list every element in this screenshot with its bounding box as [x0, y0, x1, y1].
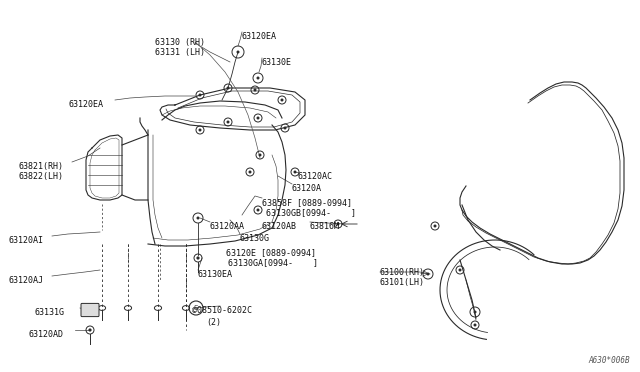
- Circle shape: [198, 128, 202, 131]
- Text: 63120E [0889-0994]: 63120E [0889-0994]: [226, 248, 316, 257]
- Text: (2): (2): [206, 318, 221, 327]
- Circle shape: [280, 99, 284, 102]
- Circle shape: [458, 269, 461, 272]
- Text: 63120AB: 63120AB: [262, 222, 297, 231]
- Circle shape: [253, 89, 257, 92]
- Circle shape: [196, 217, 200, 219]
- Text: 63120AA: 63120AA: [210, 222, 245, 231]
- Circle shape: [257, 77, 259, 80]
- Text: S: S: [194, 305, 198, 311]
- Circle shape: [257, 116, 259, 119]
- Text: 63130 (RH): 63130 (RH): [155, 38, 205, 47]
- Text: 63120AI: 63120AI: [8, 236, 43, 245]
- Circle shape: [227, 121, 230, 124]
- Text: 63130G: 63130G: [240, 234, 270, 243]
- Circle shape: [196, 256, 200, 260]
- Circle shape: [227, 87, 230, 90]
- Text: 63120EA: 63120EA: [242, 32, 277, 41]
- Circle shape: [198, 93, 202, 96]
- Circle shape: [237, 51, 239, 54]
- Circle shape: [294, 170, 296, 173]
- Circle shape: [257, 208, 259, 212]
- Text: 63130EA: 63130EA: [198, 270, 233, 279]
- Text: 63131G: 63131G: [34, 308, 64, 317]
- Text: ©08510-6202C: ©08510-6202C: [192, 306, 252, 315]
- Circle shape: [433, 224, 436, 228]
- Text: 63120AD: 63120AD: [28, 330, 63, 339]
- Circle shape: [474, 324, 477, 327]
- Text: 63130E: 63130E: [262, 58, 292, 67]
- Text: 63100(RH): 63100(RH): [380, 268, 425, 277]
- Text: 63822(LH): 63822(LH): [18, 172, 63, 181]
- Text: 63130GB[0994-    ]: 63130GB[0994- ]: [266, 208, 356, 217]
- Text: A630*006B: A630*006B: [588, 356, 630, 365]
- Text: 63816M: 63816M: [310, 222, 340, 231]
- Text: 63120AJ: 63120AJ: [8, 276, 43, 285]
- Text: 63130GA[0994-    ]: 63130GA[0994- ]: [228, 258, 318, 267]
- Text: 63101(LH): 63101(LH): [380, 278, 425, 287]
- FancyBboxPatch shape: [81, 304, 99, 317]
- Text: 63120A: 63120A: [292, 184, 322, 193]
- Text: 63120EA: 63120EA: [68, 100, 103, 109]
- Circle shape: [88, 328, 92, 331]
- Circle shape: [259, 154, 262, 157]
- Text: 63131 (LH): 63131 (LH): [155, 48, 205, 57]
- Circle shape: [248, 170, 252, 173]
- Text: 63858F [0889-0994]: 63858F [0889-0994]: [262, 198, 352, 207]
- Circle shape: [426, 273, 429, 276]
- Text: 63821(RH): 63821(RH): [18, 162, 63, 171]
- Circle shape: [337, 222, 339, 225]
- Text: 63120AC: 63120AC: [298, 172, 333, 181]
- Circle shape: [474, 311, 477, 314]
- Circle shape: [284, 126, 287, 129]
